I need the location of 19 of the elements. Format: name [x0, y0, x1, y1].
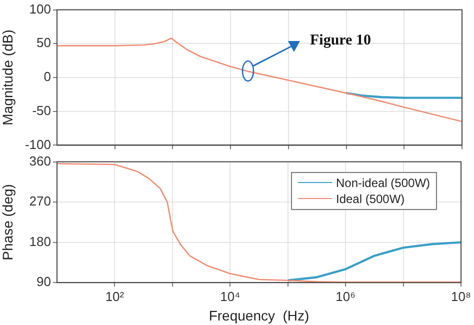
y-tick-label: -100 — [24, 136, 51, 152]
x-tick-label: 10⁴ — [220, 288, 240, 304]
y-tick-label: -50 — [32, 102, 51, 118]
x-tick-label: 10⁶ — [336, 288, 356, 304]
y-tick-label: 0 — [44, 69, 51, 84]
y-tick-label: 50 — [36, 35, 51, 50]
y-tick-label: 360 — [29, 153, 51, 168]
y-tick-label: 90 — [36, 274, 51, 290]
y-tick-label: 100 — [29, 1, 51, 16]
y-tick-label: 270 — [29, 194, 51, 209]
x-tick-label: 10² — [105, 288, 125, 304]
legend-label: Non-ideal (500W) — [336, 176, 430, 190]
y-axis-title: Phase (deg) — [0, 184, 16, 260]
x-axis-title: Frequency (Hz) — [208, 307, 310, 324]
y-axis-title: Magnitude (dB) — [0, 30, 16, 126]
annotation: Figure 10 — [310, 32, 371, 48]
legend-label: Ideal (500W) — [336, 192, 405, 206]
x-tick-label: 10⁸ — [451, 288, 472, 304]
y-tick-label: 180 — [29, 234, 51, 249]
